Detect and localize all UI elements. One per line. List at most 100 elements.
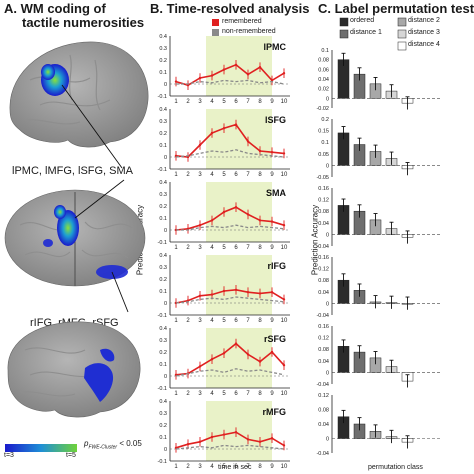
data-point — [198, 143, 202, 147]
data-point — [258, 219, 262, 222]
y-tick-label: 0.2 — [159, 423, 167, 429]
y-tick-label: 0.04 — [318, 290, 329, 296]
activation-blob-sma — [57, 210, 79, 246]
data-point — [222, 210, 226, 214]
time-resolved-charts: 0.40.30.20.10-0.11 2 3 4 5 6 7 8 9 10lPMC0.40.30.… — [158, 34, 290, 470]
y-tick-label: 0.4 — [159, 326, 167, 332]
x-tick-label: 8 — [258, 464, 262, 470]
x-tick-label: 3 — [198, 318, 202, 324]
y-tick-label: 0.16 — [318, 255, 329, 261]
x-tick-label: 5 — [222, 172, 226, 178]
data-point — [270, 79, 274, 82]
y-tick-label: 0.08 — [318, 278, 329, 284]
data-point — [246, 353, 250, 356]
x-tick-label: 5 — [222, 391, 226, 397]
colorbar-threshold: pFWE-Cluster < 0.05 — [84, 439, 142, 451]
delay-period-highlight — [206, 182, 272, 242]
x-tick-label: 7 — [246, 464, 250, 470]
y-tick-label: 0.12 — [318, 393, 329, 399]
x-tick-label: 7 — [246, 318, 250, 324]
y-tick-label: 0.2 — [159, 277, 167, 283]
x-tick-label: 1 — [174, 99, 178, 105]
x-tick-label: 10 — [281, 172, 288, 178]
y-tick-label: 0 — [164, 82, 167, 88]
x-tick-label: 9 — [270, 318, 274, 324]
data-point — [210, 435, 214, 439]
x-tick-label: 5 — [222, 318, 226, 324]
y-tick-label: 0 — [326, 370, 329, 376]
y-tick-label: 0.1 — [159, 70, 167, 76]
data-point — [270, 151, 274, 154]
y-tick-label: 0 — [326, 232, 329, 238]
y-tick-label: 0.16 — [318, 324, 329, 330]
line-chart-sma: 0.4 0.3 0.2 0.1 0 -0.1 1 2 3 4 5 6 7 8 9 10 SMA — [158, 180, 290, 251]
y-tick-label: -0.1 — [158, 240, 167, 246]
data-point — [234, 431, 238, 434]
series-line-remembered — [175, 63, 285, 87]
data-point — [258, 440, 262, 443]
data-point — [258, 149, 262, 153]
line-chart-lpmc: 0.4 0.3 0.2 0.1 0 -0.1 1 2 3 4 5 6 7 8 9 10 lPMC — [158, 34, 290, 105]
colorbar-max-label: t=5 — [66, 452, 76, 459]
data-point — [258, 360, 262, 363]
y-tick-label: 0 — [164, 374, 167, 380]
pointer-line-2 — [74, 179, 125, 219]
y-tick-label: 0.04 — [318, 359, 329, 365]
x-tick-label: 3 — [198, 245, 202, 251]
x-tick-label: 10 — [281, 391, 288, 397]
y-tick-label: 0.04 — [318, 221, 329, 227]
line-chart-lsfg: 0.4 0.3 0.2 0.1 0 -0.1 1 2 3 4 5 6 7 8 9 10 lSFG — [158, 107, 290, 178]
x-tick-label: 3 — [198, 391, 202, 397]
y-tick-label: 0.2 — [321, 117, 329, 123]
y-tick-label: 0.2 — [159, 131, 167, 137]
y-tick-label: 0.1 — [321, 140, 329, 146]
x-tick-label: 5 — [222, 464, 226, 470]
pointer-line-3 — [111, 271, 129, 313]
y-tick-label: 0 — [164, 301, 167, 307]
x-tick-label: 8 — [258, 245, 262, 251]
x-tick-label: 8 — [258, 99, 262, 105]
data-point — [222, 433, 226, 436]
y-tick-label: 0.04 — [318, 77, 329, 83]
x-tick-label: 2 — [186, 464, 190, 470]
y-tick-label: 0 — [326, 301, 329, 307]
data-point — [210, 358, 214, 361]
panel-c-title: C. Label permutation test — [318, 1, 474, 16]
legend-swatch-distance4 — [397, 41, 407, 51]
x-tick-label: 4 — [210, 464, 214, 470]
region-label: lPMC — [264, 42, 287, 52]
region-label: lSFG — [265, 115, 286, 125]
y-tick-label: 0.1 — [321, 48, 329, 54]
y-tick-label: 0.1 — [159, 362, 167, 368]
panel-c-xlabel: permutation class — [368, 464, 423, 471]
y-tick-label: 0.1 — [159, 216, 167, 222]
y-tick-label: 0.16 — [318, 186, 329, 192]
activation-blob-small — [43, 239, 53, 247]
legend-swatch-ordered — [339, 17, 349, 27]
brain-dorsal — [4, 179, 146, 313]
y-tick-label: -0.05 — [316, 175, 329, 181]
x-tick-label: 2 — [186, 245, 190, 251]
data-point — [270, 350, 274, 354]
line-chart-rsfg: 0.4 0.3 0.2 0.1 0 -0.1 1 2 3 4 5 6 7 8 9 10 rSFG — [158, 326, 290, 397]
activation-blob-lmfg — [41, 64, 55, 80]
data-point — [270, 437, 274, 440]
x-tick-label: 2 — [186, 318, 190, 324]
x-tick-label: 9 — [270, 391, 274, 397]
y-tick-label: 0.12 — [318, 267, 329, 273]
legend-swatch-remembered — [212, 19, 219, 26]
y-tick-label: -0.04 — [316, 313, 329, 319]
x-tick-label: 10 — [281, 99, 288, 105]
y-tick-label: -0.04 — [316, 451, 329, 457]
y-tick-label: 0.4 — [159, 34, 167, 40]
y-tick-label: 0 — [164, 447, 167, 453]
activation-blob-rifg — [84, 363, 114, 402]
data-point — [234, 206, 238, 209]
data-point — [282, 224, 286, 227]
x-tick-label: 8 — [258, 391, 262, 397]
series-line-non-remembered — [175, 444, 285, 450]
x-tick-label: 8 — [258, 172, 262, 178]
region-label: rMFG — [263, 407, 287, 417]
data-point — [282, 298, 286, 301]
data-point — [282, 152, 286, 155]
